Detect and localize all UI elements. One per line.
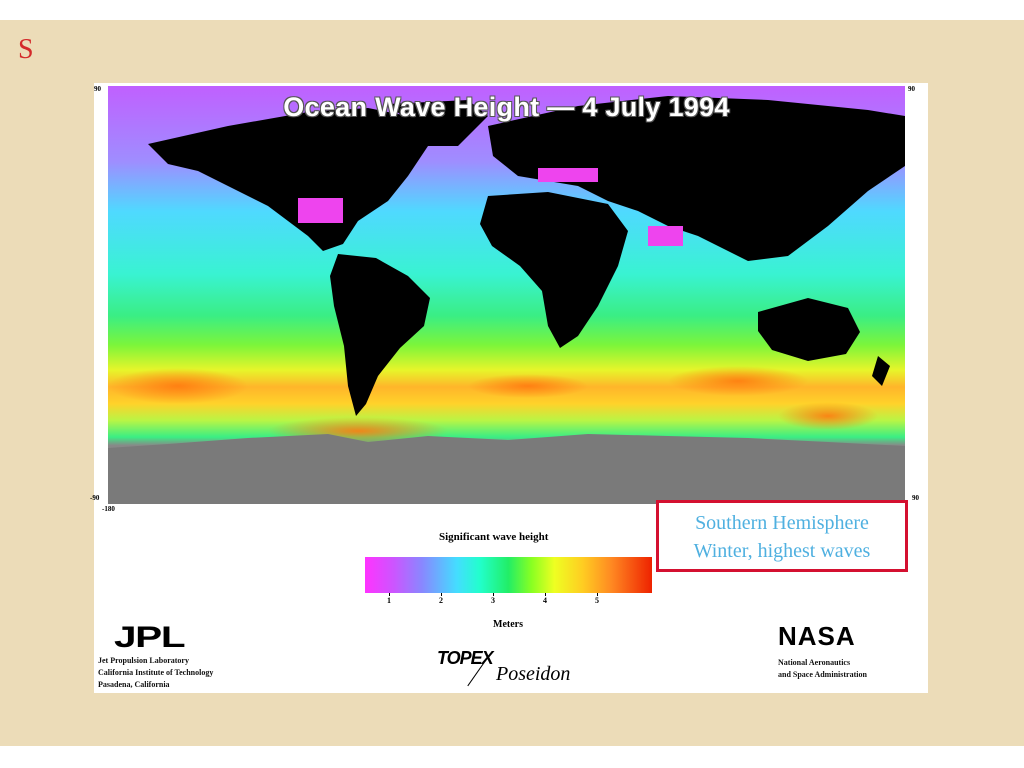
greenland-shape (388, 100, 488, 146)
poseidon-logo: Poseidon (496, 663, 571, 685)
colorbar-tick-mark (389, 593, 390, 596)
slide-letter: S (18, 34, 34, 65)
jpl-address-line: California Institute of Technology (98, 668, 214, 677)
new-zealand-shape (872, 356, 890, 386)
colorbar-unit: Meters (493, 619, 523, 630)
topex-logo: TOPEX (437, 648, 494, 668)
hot-spot (108, 368, 248, 404)
nasa-name-line: and Space Administration (778, 670, 867, 679)
eurasia-shape (488, 96, 905, 261)
lat-label-bottom-right: 90 (912, 494, 919, 502)
north-america-shape (148, 108, 428, 251)
nasa-name: National Aeronautics and Space Administr… (778, 657, 867, 681)
hot-spot (468, 374, 588, 398)
colorbar-tick-label: 3 (491, 596, 495, 605)
colorbar (365, 557, 652, 593)
lat-label-top-right: 90 (908, 85, 915, 93)
colorbar-title: Significant wave height (439, 531, 549, 543)
lat-label-top-left: 90 (94, 85, 101, 93)
map-title: Ocean Wave Height — 4 July 1994 (283, 92, 730, 122)
antarctica-shape (108, 434, 905, 504)
colorbar-tick-mark (597, 593, 598, 596)
jpl-address: Jet Propulsion Laboratory California Ins… (98, 655, 213, 691)
australia-shape (758, 298, 860, 361)
colorbar-tick-label: 2 (439, 596, 443, 605)
colorbar-tick-mark (441, 593, 442, 596)
colorbar-tick-label: 5 (595, 596, 599, 605)
callout-box: Southern Hemisphere Winter, highest wave… (656, 500, 908, 572)
lon-label-left: -180 (102, 505, 115, 513)
jpl-address-line: Jet Propulsion Laboratory (98, 656, 189, 665)
colorbar-tick-mark (545, 593, 546, 596)
world-map-image (108, 86, 905, 504)
low-wave-patch (538, 168, 598, 182)
world-wave-map: Ocean Wave Height — 4 July 1994 (108, 86, 905, 504)
callout-line-2: Winter, highest waves (693, 540, 871, 562)
jpl-logo: JPL (114, 621, 186, 654)
nasa-logo: NASA (778, 621, 856, 651)
lat-label-bottom-left: -90 (90, 494, 100, 502)
low-wave-patch (648, 226, 683, 246)
callout-line-1: Southern Hemisphere (695, 512, 869, 534)
colorbar-tick-mark (493, 593, 494, 596)
jpl-address-line: Pasadena, California (98, 680, 170, 689)
hot-spot (778, 402, 878, 430)
south-america-shape (330, 254, 430, 416)
wave-height-figure: Ocean Wave Height — 4 July 1994 90 90 -9… (90, 83, 928, 693)
low-wave-patch (298, 198, 343, 223)
colorbar-tick-label: 4 (543, 596, 547, 605)
hot-spot (668, 366, 808, 396)
africa-shape (480, 192, 628, 348)
colorbar-tick-label: 1 (387, 596, 391, 605)
nasa-name-line: National Aeronautics (778, 658, 851, 667)
